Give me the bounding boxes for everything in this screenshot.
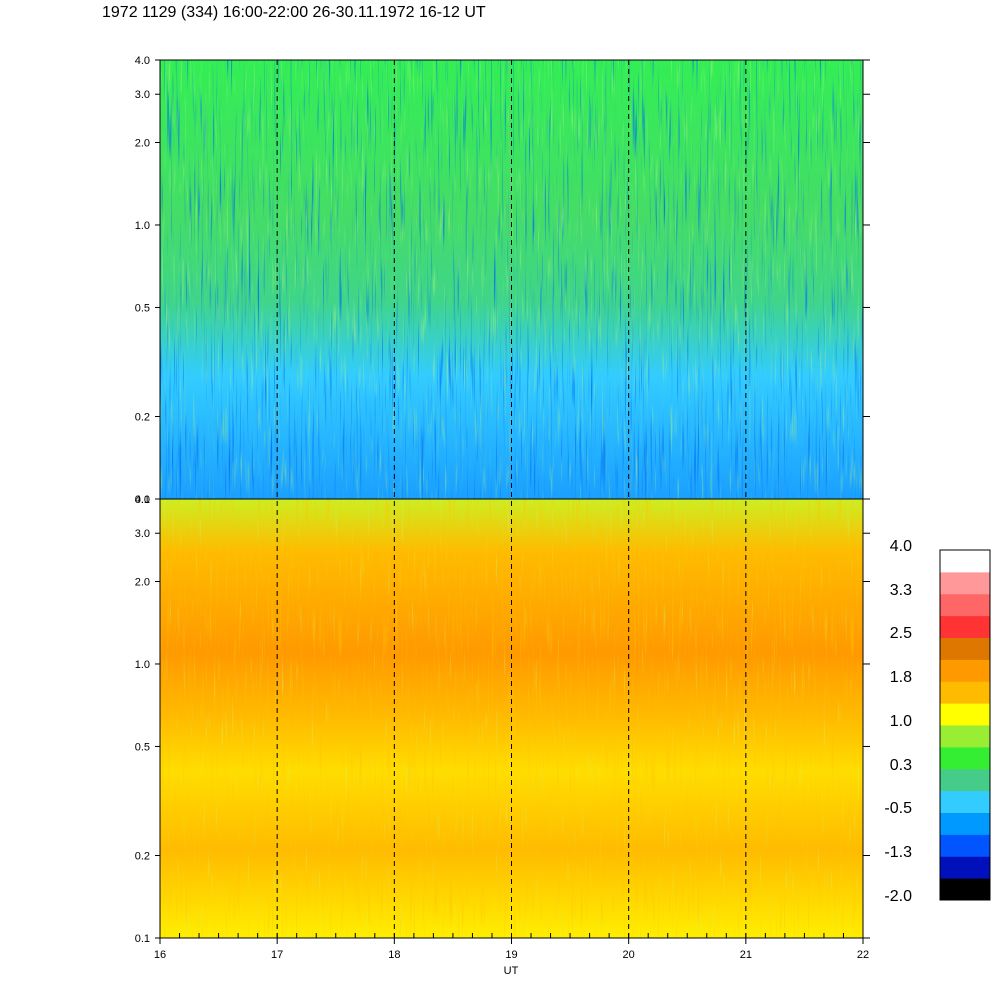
- upper-y-axis: 4.0 3.0 2.0 1.0 0.5 0.2 0.1: [135, 55, 870, 506]
- lower-ytick-label: 0.2: [135, 851, 150, 863]
- xtick-label: 18: [388, 949, 400, 961]
- colorbar-label: 4.0: [890, 538, 912, 555]
- upper-ytick-label: 2.0: [135, 137, 150, 149]
- lower-ytick-label: 0.5: [135, 741, 150, 753]
- colorbar-swatch: [940, 637, 990, 660]
- upper-ytick-label: 1.0: [135, 220, 150, 232]
- colorbar-swatch: [940, 659, 990, 682]
- colorbar-swatch: [940, 768, 990, 792]
- colorbar-label: -0.5: [884, 800, 912, 817]
- xtick-label: 17: [271, 949, 283, 961]
- colorbar-swatch: [940, 878, 990, 901]
- colorbar-labels: 4.0 3.3 2.5 1.8 1.0 0.3 -0.5 -1.3 -2.0: [884, 538, 912, 905]
- upper-ytick-label: 3.0: [135, 89, 150, 101]
- colorbar-swatch: [940, 703, 990, 726]
- colorbar-swatch: [940, 593, 990, 617]
- colorbar-label: 1.0: [890, 713, 912, 730]
- colorbar-swatch: [940, 812, 990, 835]
- colorbar-swatch: [940, 615, 990, 638]
- colorbar-swatch: [940, 681, 990, 704]
- hour-gridlines: [276, 60, 747, 938]
- xtick-label: 16: [154, 949, 166, 961]
- xtick-label: 22: [857, 949, 869, 961]
- colorbar-label: -2.0: [884, 888, 912, 905]
- colorbar-swatch: [940, 550, 990, 573]
- upper-ytick-label: 4.0: [135, 55, 150, 67]
- xtick-label: 21: [740, 949, 752, 961]
- lower-ytick-label: 0.1: [135, 933, 150, 945]
- lower-ytick-label: 3.0: [135, 528, 150, 540]
- upper-ytick-label: 0.5: [135, 302, 150, 314]
- x-axis: 16 17 18 19 20 21 22: [154, 933, 869, 961]
- colorbar-label: 1.8: [890, 669, 912, 686]
- x-axis-label: UT: [504, 965, 519, 977]
- colorbar-swatch: [940, 790, 990, 813]
- upper-panel: 4.0 3.0 2.0 1.0 0.5 0.2 0.1: [135, 55, 870, 506]
- colorbar-label: 0.3: [890, 757, 912, 774]
- xtick-label: 20: [623, 949, 635, 961]
- colorbar-frame: [939, 549, 991, 901]
- lower-y-axis: 4.0 3.0 2.0 1.0 0.5 0.2 0.1: [135, 494, 870, 945]
- lower-panel: 4.0 3.0 2.0 1.0 0.5 0.2 0.1: [135, 494, 870, 945]
- colorbar-swatch: [940, 834, 990, 857]
- lower-ytick-label: 1.0: [135, 659, 150, 671]
- colorbar-swatch: [940, 571, 990, 595]
- upper-ytick-label: 0.2: [135, 412, 150, 424]
- colorbar-label: -1.3: [884, 844, 912, 861]
- colorbar-swatch: [940, 746, 990, 770]
- lower-ytick-label: 2.0: [135, 576, 150, 588]
- colorbar-swatch: [940, 725, 990, 748]
- upper-ytick-label: 0.1: [135, 494, 150, 506]
- xtick-label: 19: [505, 949, 517, 961]
- colorbar: [939, 549, 991, 901]
- colorbar-label: 3.3: [890, 582, 912, 599]
- chart-title: 1972 1129 (334) 16:00-22:00 26-30.11.197…: [102, 4, 486, 21]
- lower-ytick-label: 4.0: [135, 494, 150, 506]
- colorbar-label: 2.5: [890, 625, 912, 642]
- colorbar-swatch: [940, 856, 990, 879]
